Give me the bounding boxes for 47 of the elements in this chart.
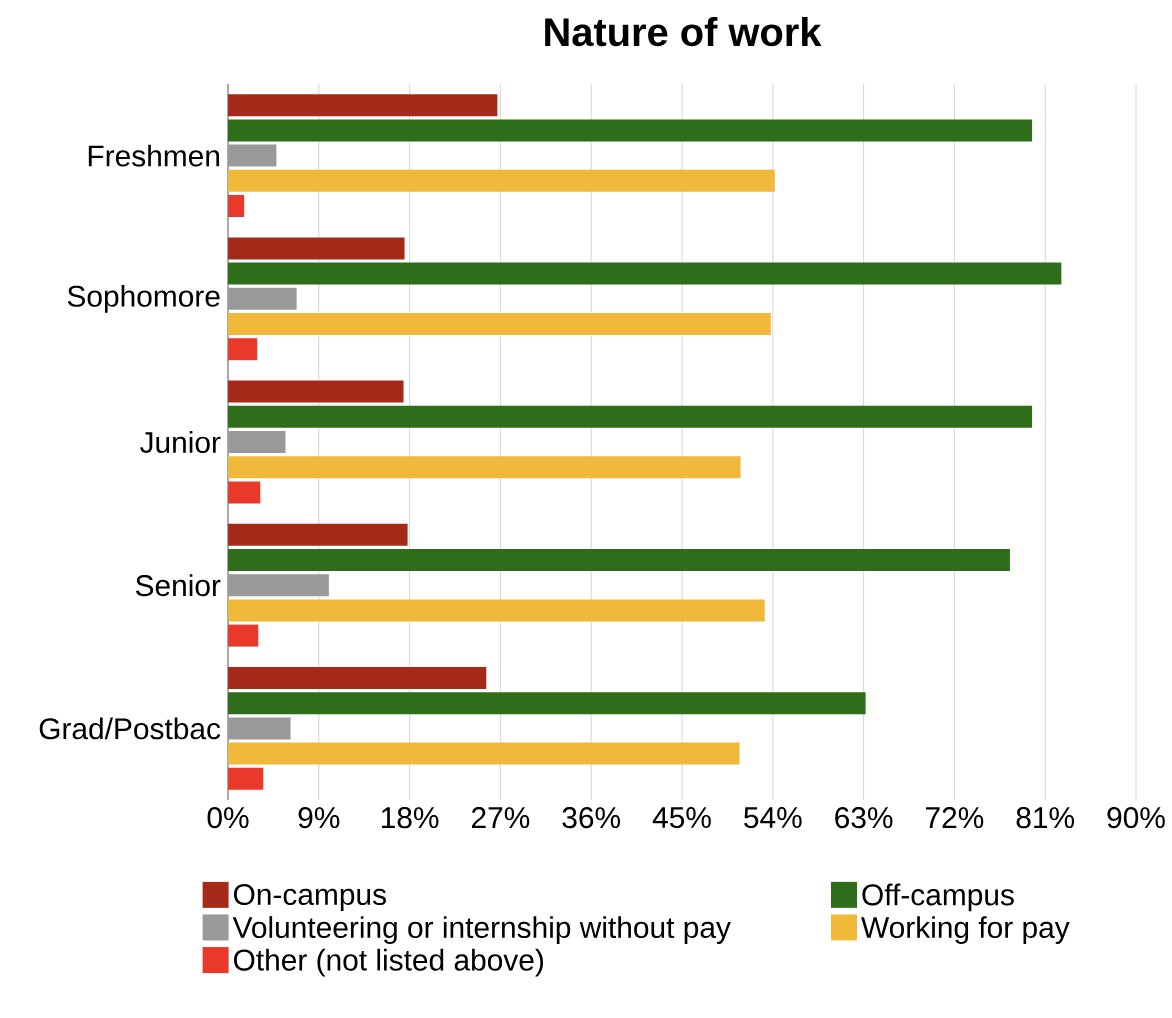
- bar: [228, 195, 245, 218]
- x-tick-label: 63%: [835, 807, 893, 829]
- bar: [228, 523, 408, 546]
- x-tick-label: 27%: [471, 807, 530, 829]
- bar: [228, 338, 258, 361]
- bar: [228, 456, 741, 479]
- bar: [228, 431, 286, 454]
- legend-label: Volunteering or internship without pay: [232, 916, 731, 944]
- bar: [228, 119, 1033, 142]
- bar: [228, 169, 775, 192]
- x-tick-label: 72%: [926, 807, 984, 829]
- y-tick-label: Junior: [140, 431, 221, 453]
- chart-title: Nature of work: [545, 17, 822, 47]
- bar: [228, 262, 1062, 285]
- bar: [228, 549, 1010, 572]
- x-tick-label: 54%: [744, 807, 802, 829]
- bar: [228, 624, 259, 647]
- y-tick-label: Sophomore: [67, 284, 220, 313]
- bar: [228, 405, 1033, 428]
- bar: [228, 667, 487, 690]
- legend-label: Working for pay: [861, 916, 1070, 944]
- bar: [228, 94, 498, 117]
- x-tick-label: 9%: [298, 807, 340, 829]
- bar: [228, 237, 405, 260]
- x-tick-label: 81%: [1016, 807, 1075, 829]
- legend-label: Off-campus: [862, 883, 1014, 912]
- bar: [228, 599, 765, 622]
- x-tick-label: 18%: [381, 807, 439, 829]
- y-tick-label: Grad/Postbac: [39, 717, 221, 740]
- bar: [228, 574, 329, 597]
- x-tick-label: 90%: [1107, 807, 1165, 829]
- bar: [228, 287, 297, 310]
- y-tick-label: Freshmen: [88, 144, 220, 167]
- bar: [228, 144, 277, 167]
- legend-label: Other (not listed above): [233, 948, 543, 977]
- bar: [228, 692, 866, 715]
- x-tick-label: 0%: [207, 807, 249, 829]
- bar: [228, 767, 264, 790]
- bar: [228, 717, 291, 740]
- legend-label: On-campus: [233, 883, 386, 911]
- bar: [228, 313, 771, 336]
- x-tick-label: 45%: [652, 807, 711, 829]
- bar: [228, 380, 404, 403]
- y-tick-label: Senior: [135, 574, 221, 597]
- bar: [228, 481, 261, 504]
- bar: [228, 742, 740, 765]
- x-tick-label: 36%: [562, 807, 621, 829]
